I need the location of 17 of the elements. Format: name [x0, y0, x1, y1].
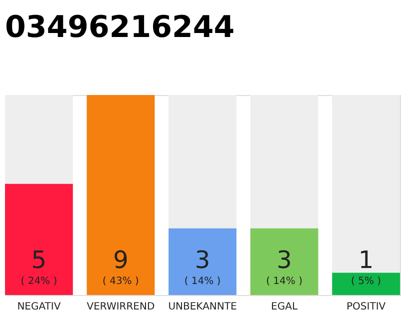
x-tick-label: POSITIV	[346, 302, 386, 312]
annotation: ( 14% )	[184, 276, 221, 287]
chart-title: 03496216244	[5, 10, 235, 45]
data-label: 3	[276, 246, 292, 274]
annotation: ( 43% )	[102, 276, 140, 287]
data-label: 1	[358, 246, 374, 274]
annotation: ( 14% )	[266, 276, 303, 287]
x-tick-label: UNBEKANNTE	[168, 302, 237, 312]
data-label: 3	[194, 246, 210, 274]
annotation: ( 5% )	[351, 276, 382, 287]
annotation: ( 24% )	[20, 276, 58, 287]
x-tick-label: EGAL	[271, 302, 298, 312]
bar	[332, 272, 400, 295]
data-label: 5	[31, 246, 47, 274]
x-tick-label: VERWIRREND	[86, 302, 155, 312]
data-label: 9	[113, 246, 128, 274]
x-tick-label: NEGATIV	[17, 302, 61, 312]
